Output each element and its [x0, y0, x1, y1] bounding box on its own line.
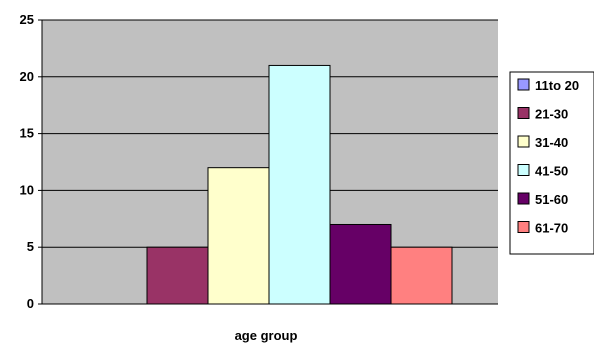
bars: [146, 64, 453, 305]
legend-label: 41-50: [535, 164, 568, 179]
bar-21-30: [146, 246, 209, 305]
bar-41-50: [268, 64, 331, 305]
x-axis-title: age group: [235, 328, 298, 343]
legend-label: 61-70: [535, 221, 568, 236]
legend-swatch: [517, 107, 530, 119]
legend-swatch: [517, 164, 530, 176]
legend-label: 31-40: [535, 135, 568, 150]
legend-label: 21-30: [535, 107, 568, 122]
legend-swatch: [517, 135, 530, 148]
bar-31-40: [207, 167, 270, 305]
legend-label: 11to 20: [535, 78, 579, 93]
legend-swatch: [517, 221, 530, 233]
bar-61-70: [390, 246, 453, 305]
y-tick-label: 20: [20, 69, 34, 84]
legend-swatch: [517, 192, 530, 205]
bar-51-60: [329, 223, 392, 305]
y-tick-label: 5: [27, 239, 34, 254]
y-tick-label: 10: [20, 182, 34, 197]
y-tick-label: 0: [27, 296, 34, 311]
legend: 11to 20 21-30 31-40 41-50 51-60 61-70: [509, 71, 594, 255]
y-tick-label: 25: [20, 12, 34, 27]
legend-swatch: [517, 78, 530, 91]
legend-label: 51-60: [535, 192, 568, 207]
y-axis-ticks: 0 5 10 15 20 25: [20, 12, 42, 311]
y-tick-label: 15: [20, 126, 34, 141]
